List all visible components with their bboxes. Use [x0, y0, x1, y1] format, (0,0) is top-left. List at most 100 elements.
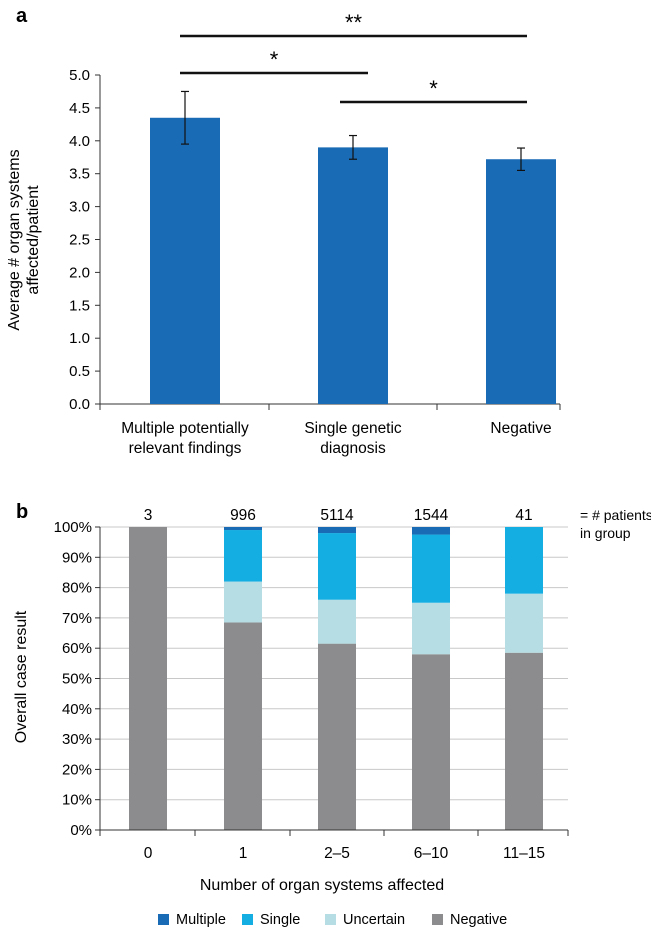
panel-b-bar-segment [505, 593, 543, 653]
panel-b-bar-segment [224, 530, 262, 582]
panel-b-group-count: 41 [515, 507, 532, 524]
panel-b-bar-segment [412, 534, 450, 603]
panel-a-significance-bracket: * [340, 76, 527, 104]
panel-a-significance-bracket: * [180, 47, 368, 75]
panel-b-legend: Multiple Single Uncertain Negative [158, 912, 507, 928]
panel-a-y-tick-label: 3.5 [69, 166, 90, 183]
panel-a-y-axis-label-line: Average # organ systems [6, 149, 23, 330]
panel-b-bar-segment [224, 581, 262, 623]
panel-b-stack [505, 527, 543, 830]
panel-b-bar-segment [412, 602, 450, 655]
panel-b-group-count: 996 [230, 507, 256, 524]
panel-b-bar-segment [318, 527, 356, 534]
panel-a-error-bar [349, 134, 357, 160]
panel-b-group-count: 3 [144, 507, 153, 524]
panel-a-y-axis-label-line: affected/patient [25, 185, 42, 295]
panel-b-legend-swatch [325, 914, 336, 925]
panel-b-x-tick-label: 2–5 [324, 845, 350, 862]
panel-b-bar-segment [505, 527, 543, 594]
panel-b-y-tick-label: 40% [62, 701, 92, 718]
panel-a-bar [150, 117, 220, 405]
panel-b-x-axis-label: Number of organ systems affected [200, 877, 444, 894]
panel-a-y-tick-label: 3.0 [69, 199, 90, 216]
panel-b-bar-segment [505, 652, 543, 830]
panel-b-stacked-bars [129, 527, 543, 830]
panel-b-y-tick-label: 10% [62, 792, 92, 809]
panel-b-legend-label: Multiple [176, 912, 226, 928]
panel-b-y-axis-label: Overall case result [13, 610, 30, 743]
panel-b-y-tick-label: 70% [62, 610, 92, 627]
panel-b-y-tick-label: 30% [62, 731, 92, 748]
panel-a-error-bar [517, 147, 525, 172]
panel-a-x-tick-label: diagnosis [320, 440, 386, 457]
panel-a-x-tick-label: relevant findings [129, 440, 242, 457]
panel-b-legend-swatch [242, 914, 253, 925]
panel-b-axes [95, 526, 569, 836]
panel-a-y-tick-label: 4.0 [69, 133, 90, 150]
panel-a-bars [150, 117, 556, 405]
panel-b-bar-segment [318, 533, 356, 600]
panel-a-error-bars [181, 90, 525, 172]
panel-a-error-bar [181, 90, 189, 145]
panel-b-legend-label: Uncertain [343, 912, 405, 928]
panel-a-y-tick-label: 1.0 [69, 330, 90, 347]
panel-b-chart: b 0% 10% 20% 30% 40% 50% 60% 70% 80% 90% 100% 3 996… [13, 501, 651, 928]
panel-b-y-tick-label: 20% [62, 761, 92, 778]
panel-a-axes: 0.0 0.5 1.0 1.5 2.0 2.5 3.0 3.5 4.0 4.5 5.0 [69, 67, 561, 413]
panel-a-x-tick-label: Multiple potentially [121, 420, 249, 437]
panel-b-legend-item: Uncertain [325, 912, 405, 928]
panel-b-y-tick-label: 50% [62, 671, 92, 688]
panel-b-x-tick-label: 0 [144, 845, 153, 862]
panel-a-x-tick-labels: Multiple potentially relevant findings Sin… [121, 420, 551, 457]
panel-a-significance-label: * [270, 47, 279, 72]
panel-b-bar-segment [412, 654, 450, 830]
panel-b-counts-note-line: in group [580, 525, 631, 541]
panel-a-y-tick-label: 5.0 [69, 67, 90, 84]
panel-b-bar-segment [224, 622, 262, 830]
panel-a-significance-label: * [429, 76, 438, 101]
panel-b-bar-segment [224, 527, 262, 531]
panel-a-x-tick-label: Negative [490, 420, 551, 437]
panel-a-y-axis-label: Average # organ systems affected/patient [6, 149, 42, 330]
panel-a-y-tick-label: 0.5 [69, 363, 90, 380]
panel-b-legend-swatch [432, 914, 443, 925]
panel-b-y-tick-label: 90% [62, 549, 92, 566]
panel-a-y-tick-label: 0.0 [69, 396, 90, 413]
panel-a-bar [486, 159, 556, 404]
panel-b-bar-segment [318, 599, 356, 644]
panel-a-label: a [16, 5, 28, 27]
panel-b-x-tick-label: 6–10 [414, 845, 449, 862]
panel-b-legend-label: Negative [450, 912, 507, 928]
panel-b-y-tick-label: 60% [62, 640, 92, 657]
panel-b-legend-item: Negative [432, 912, 507, 928]
panel-b-label: b [16, 501, 28, 523]
panel-a-significance-label: ** [345, 10, 363, 35]
panel-b-group-count: 1544 [414, 507, 449, 524]
panel-b-counts-note-line: = # patients [580, 507, 651, 523]
panel-b-legend-swatch [158, 914, 169, 925]
panel-b-group-counts: 3 996 5114 1544 41 [144, 507, 533, 524]
panel-a-significance-brackets: **** [180, 10, 527, 104]
panel-b-bar-segment [412, 527, 450, 535]
panel-b-stack [318, 527, 356, 830]
panel-b-counts-note: = # patients in group [580, 507, 651, 541]
panel-b-x-tick-label: 1 [239, 845, 248, 862]
panel-b-x-tick-labels: 0 1 2–5 6–10 11–15 [144, 845, 545, 862]
panel-a-y-tick-label: 2.5 [69, 232, 90, 249]
panel-a-significance-bracket: ** [180, 10, 527, 38]
panel-b-group-count: 5114 [320, 507, 354, 524]
panel-b-y-tick-label: 100% [54, 519, 92, 536]
panel-a-y-tick-label: 2.0 [69, 264, 90, 281]
panel-b-legend-item: Single [242, 912, 300, 928]
panel-b-bar-segment [318, 643, 356, 830]
panel-b-stack [412, 527, 450, 830]
panel-b-stack [129, 527, 167, 830]
panel-b-y-tick-label: 80% [62, 580, 92, 597]
panel-b-y-tick-label: 0% [70, 822, 92, 839]
panel-a-bar [318, 147, 388, 404]
panel-b-stack [224, 527, 262, 830]
panel-b-legend-item: Multiple [158, 912, 226, 928]
panel-b-x-tick-label: 11–15 [503, 845, 545, 862]
panel-a-y-tick-label: 4.5 [69, 100, 90, 117]
